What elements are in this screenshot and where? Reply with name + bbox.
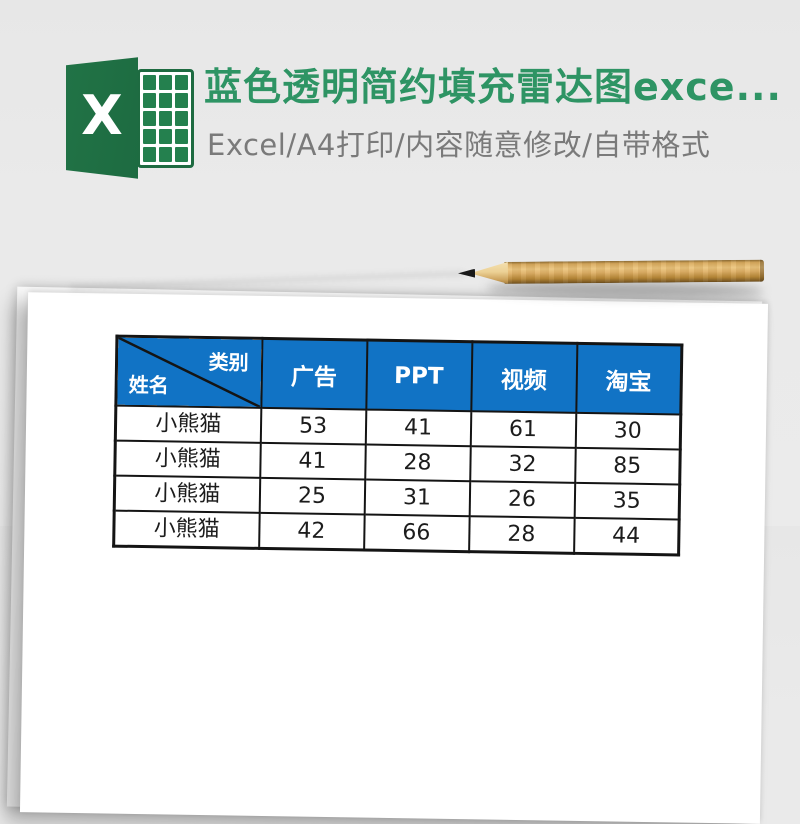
row-name-cell: 小熊猫 — [115, 405, 261, 443]
excel-logo: X — [64, 56, 196, 180]
template-preview-banner: X 蓝色透明简约填充雷达图exce... Excel/A4打印/内容随意修改/自… — [0, 0, 800, 200]
row-name-cell: 小熊猫 — [114, 475, 260, 513]
pencil-shadow-streak — [70, 271, 465, 290]
template-title: 蓝色透明简约填充雷达图exce... — [204, 65, 782, 109]
column-header-ppt: PPT — [365, 340, 472, 412]
column-header-taobao: 淘宝 — [575, 343, 682, 415]
value-cell: 28 — [468, 516, 575, 554]
value-cell: 32 — [469, 446, 576, 483]
value-cell: 26 — [469, 481, 575, 518]
column-header-guanggao: 广告 — [260, 338, 367, 410]
pencil-body — [503, 259, 765, 284]
pencil-graphite-tip — [458, 269, 475, 278]
table-header-row: 类别 姓名 广告 PPT 视频 淘宝 — [115, 336, 682, 415]
diagonal-line — [117, 338, 261, 407]
pencil-wood-tip — [470, 262, 508, 284]
excel-logo-cover: X — [66, 57, 138, 179]
value-cell: 30 — [575, 412, 681, 450]
value-cell: 35 — [574, 482, 680, 520]
value-cell: 41 — [365, 409, 471, 447]
value-cell: 28 — [364, 444, 471, 482]
column-header-shipin: 视频 — [470, 341, 577, 413]
excel-x-letter: X — [81, 84, 123, 147]
table-row: 小熊猫 42 66 28 44 — [113, 510, 680, 555]
value-cell: 41 — [259, 442, 366, 480]
paper-front-sheet: 类别 姓名 广告 PPT 视频 淘宝 小熊猫 53 41 61 30 小熊猫 4… — [19, 292, 769, 824]
corner-header-cell: 类别 姓名 — [115, 336, 262, 408]
row-name-cell: 小熊猫 — [114, 440, 261, 478]
pencil-graphic — [458, 259, 765, 285]
value-cell: 42 — [258, 512, 365, 551]
value-cell: 66 — [363, 514, 470, 552]
value-cell: 31 — [364, 479, 470, 517]
name-axis-label: 姓名 — [128, 372, 169, 398]
template-subtitle: Excel/A4打印/内容随意修改/自带格式 — [207, 128, 711, 162]
value-cell: 85 — [574, 447, 681, 485]
excel-spreadsheet-icon — [137, 69, 194, 168]
value-cell: 44 — [573, 517, 680, 555]
category-axis-label: 类别 — [208, 350, 249, 375]
value-cell: 53 — [260, 407, 366, 445]
data-table: 类别 姓名 广告 PPT 视频 淘宝 小熊猫 53 41 61 30 小熊猫 4… — [112, 334, 684, 557]
row-name-cell: 小熊猫 — [113, 510, 260, 549]
value-cell: 25 — [259, 477, 365, 515]
value-cell: 61 — [470, 411, 576, 448]
